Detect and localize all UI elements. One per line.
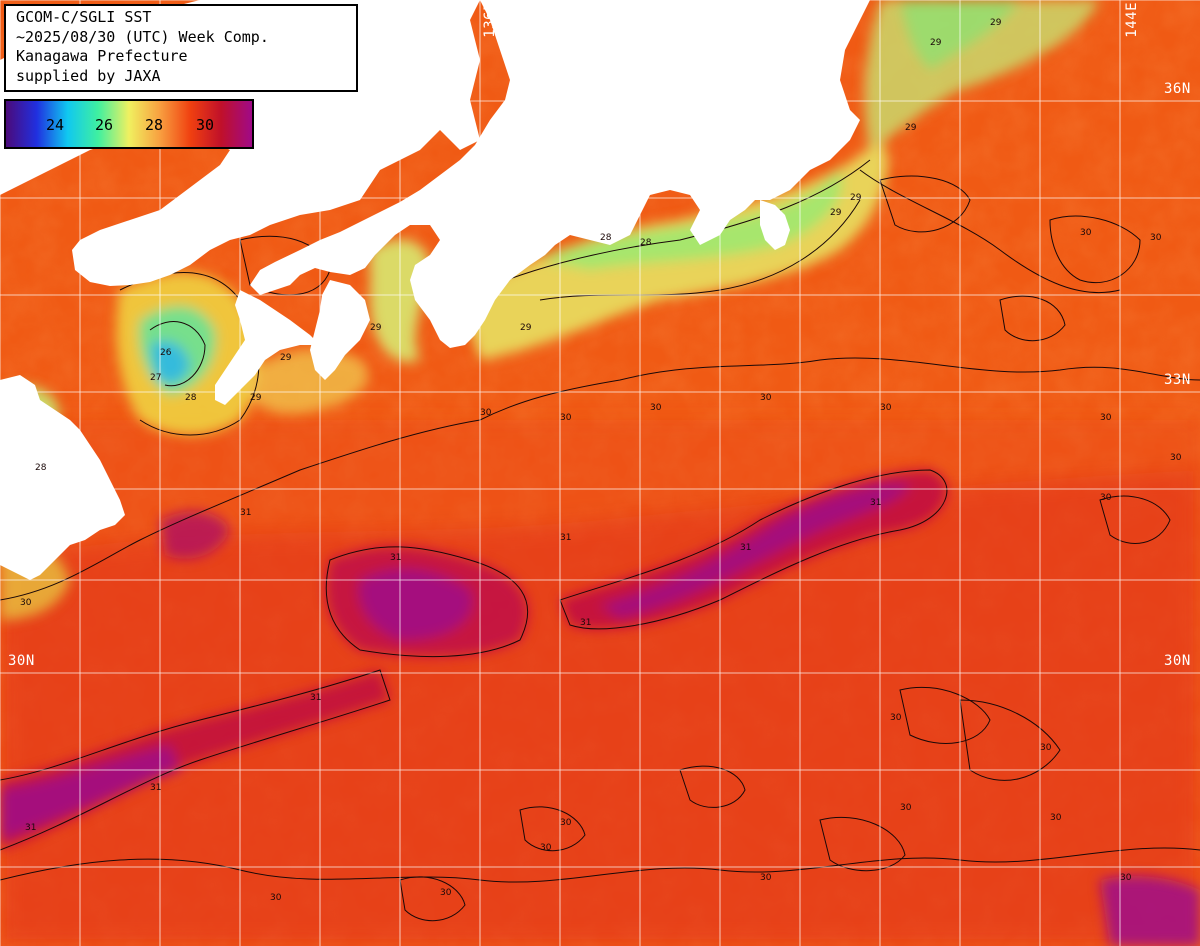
contour-value-label: 28 [185,393,197,403]
legend-gradient [6,101,252,147]
land-shikoku [215,290,320,405]
contour-value-label: 31 [25,823,36,833]
contour-value-label: 30 [540,843,552,853]
contour-value-label: 31 [390,553,401,563]
contour-value-label: 30 [1100,493,1112,503]
contour-value-label: 26 [160,348,172,358]
contour-value-label: 29 [905,123,917,133]
contour-value-label: 30 [20,598,32,608]
isotherm-contours [0,159,1200,922]
land-kii-peninsula [310,280,370,380]
contour-value-label: 29 [370,323,382,333]
land-kyushu [0,375,125,580]
lat-label-36n: 36N [1164,81,1191,97]
contour-value-label: 30 [650,403,662,413]
contour-value-label: 29 [830,208,842,218]
contour-value-label: 31 [310,693,321,703]
title-line-4: supplied by JAXA [16,66,161,85]
contour-value-label: 30 [560,818,572,828]
contour-value-label: 30 [1050,813,1062,823]
lon-label-144e: 144E [1124,2,1140,38]
contour-value-label: 28 [600,233,612,243]
lon-label-136e: 136E [482,2,498,38]
contour-value-label: 28 [35,463,47,473]
map-info-box: GCOM-C/SGLI SST ~2025/08/30 (UTC) Week C… [4,4,358,92]
land-izu [760,200,790,250]
contour-value-label: 30 [1040,743,1052,753]
contour-value-label: 30 [760,873,772,883]
contour-value-label: 30 [1170,453,1182,463]
contour-value-label: 27 [150,373,161,383]
contour-value-label: 31 [240,508,251,518]
contour-value-label: 30 [890,713,902,723]
contour-value-label: 29 [250,393,262,403]
contour-value-label: 30 [480,408,492,418]
contour-value-label: 30 [270,893,282,903]
contour-value-label: 29 [850,193,862,203]
contour-value-label: 31 [580,618,591,628]
contour-value-label: 30 [760,393,772,403]
contour-value-label: 29 [930,38,942,48]
contour-value-label: 28 [640,238,652,248]
contour-value-label: 30 [560,413,572,423]
contour-value-label: 30 [1150,233,1162,243]
hot-water-bands [0,470,1200,946]
legend-tick-26: 26 [95,116,114,134]
contour-value-label: 31 [560,533,571,543]
contour-value-label: 29 [520,323,532,333]
contour-value-label: 31 [150,783,161,793]
contour-value-label: 30 [1100,413,1112,423]
contour-value-label: 31 [740,543,751,553]
title-line-2: ~2025/08/30 (UTC) Week Comp. [16,27,269,46]
contour-value-label: 30 [1080,228,1092,238]
legend-tick-30: 30 [196,116,215,134]
legend-tick-28: 28 [145,116,164,134]
warm-water-zones [0,420,1200,946]
contour-value-label: 31 [870,498,881,508]
land-islet [480,150,500,190]
contour-value-label: 29 [990,18,1002,28]
lat-label-33n: 33N [1164,372,1191,388]
contour-value-label: 29 [280,353,292,363]
contour-value-label: 30 [880,403,892,413]
title-line-3: Kanagawa Prefecture [16,47,188,65]
contour-labels: 29 29 29 29 29 28 28 29 29 29 29 27 28 26 28 30 30 30 30 30… [20,18,1182,903]
contour-value-label: 30 [900,803,912,813]
lat-label-30n-east: 30N [1164,653,1191,669]
contour-value-label: 30 [1120,873,1132,883]
color-legend: 24 26 28 30 [4,99,254,149]
lat-label-30n-west: 30N [8,653,35,669]
legend-tick-24: 24 [46,116,65,134]
contour-value-label: 30 [440,888,452,898]
title-line-1: GCOM-C/SGLI SST [16,8,152,26]
